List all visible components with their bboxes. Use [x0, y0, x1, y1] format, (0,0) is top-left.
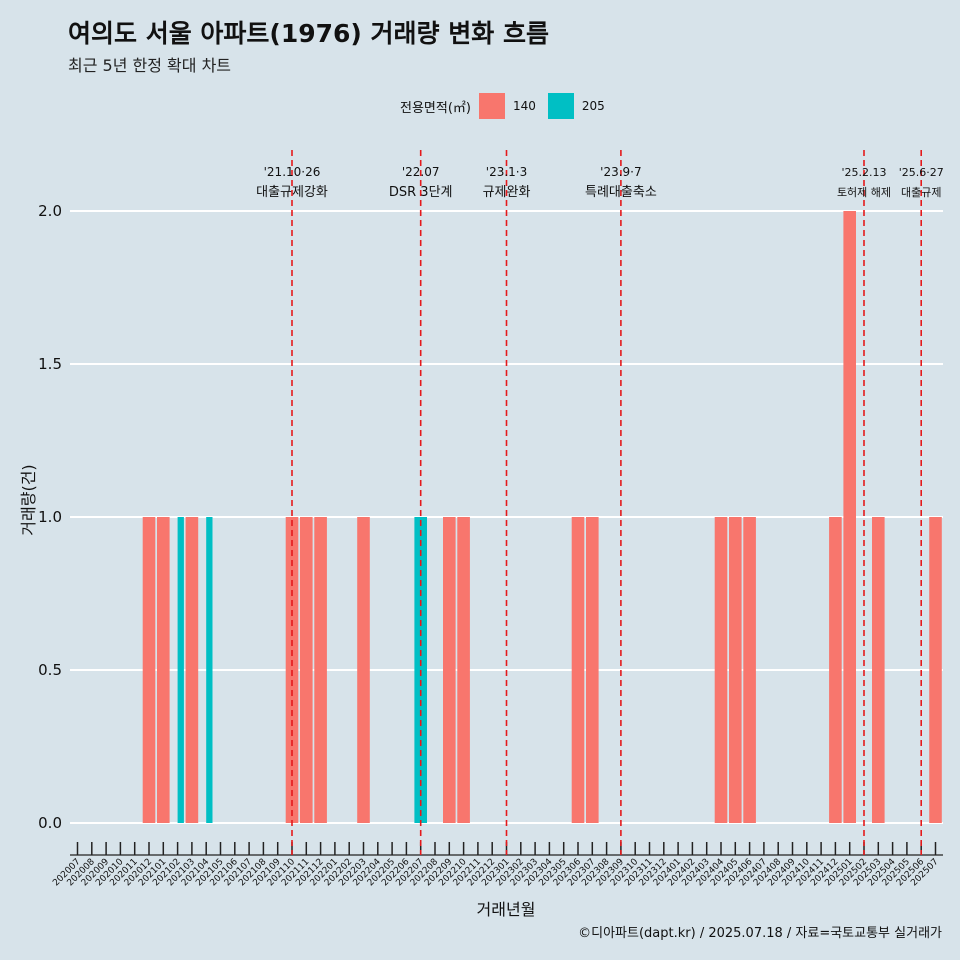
source-caption: ©디아파트(dapt.kr) / 2025.07.18 / 자료=국토교통부 실… [578, 926, 942, 941]
y-tick-label: 0.0 [38, 814, 62, 832]
bar-140-202405 [729, 517, 742, 823]
bar-140-202111 [300, 517, 313, 823]
legend-label-140: 140 [512, 99, 536, 113]
legend-swatch-140 [478, 93, 505, 119]
event-text-label: 대출규제 [901, 186, 941, 199]
chart-title: 여의도 서울 아파트(1976) 거래량 변화 흐름 [68, 19, 549, 48]
event-text-label: DSR 3단계 [389, 185, 453, 200]
y-axis-title: 거래량(건) [19, 464, 38, 535]
event-date-label: '25.6·27 [899, 166, 944, 179]
y-tick-label: 0.5 [38, 661, 62, 679]
bar-205-202102 [177, 517, 184, 823]
bar-140-202203 [357, 517, 370, 823]
y-tick-label: 1.5 [38, 355, 62, 373]
event-text-label: 대출규제강화 [256, 185, 328, 200]
bar-140-202012 [142, 517, 156, 823]
bar-140-202507 [929, 517, 942, 823]
bar-140-202406 [743, 517, 756, 823]
bar-140-202103 [185, 517, 199, 823]
bar-140-202307 [586, 517, 599, 823]
bar-205-202104 [206, 517, 213, 823]
event-text-label: 규제완화 [483, 185, 531, 200]
legend-title: 전용면적(㎡) [400, 100, 471, 116]
event-text-label: 토허제 해제 [837, 185, 891, 199]
bar-140-202112 [314, 517, 327, 823]
bar-140-202210 [457, 517, 470, 823]
bar-140-202404 [714, 517, 728, 823]
bar-140-202412 [829, 517, 842, 823]
legend: 전용면적(㎡) 140 205 [400, 93, 617, 119]
legend-label-205: 205 [581, 99, 605, 113]
chart-subtitle: 최근 5년 한정 확대 차트 [68, 56, 232, 75]
bar-140-202306 [571, 517, 585, 823]
x-axis-title: 거래년월 [477, 900, 536, 919]
event-date-label: '22.07 [402, 165, 440, 179]
legend-swatch-205 [547, 93, 574, 119]
y-tick-label: 1.0 [38, 508, 62, 526]
event-date-label: '23.9·7 [600, 165, 641, 179]
event-date-label: '23.1·3 [486, 165, 527, 179]
bar-140-202101 [157, 517, 170, 823]
event-date-label: '21.10·26 [264, 165, 321, 179]
event-text-label: 특례대출축소 [585, 185, 657, 200]
event-date-label: '25.2.13 [841, 166, 886, 179]
bar-140-202501 [843, 211, 856, 823]
y-tick-label: 2.0 [38, 202, 62, 220]
bar-140-202209 [443, 517, 456, 823]
bar-140-202503 [872, 517, 885, 823]
